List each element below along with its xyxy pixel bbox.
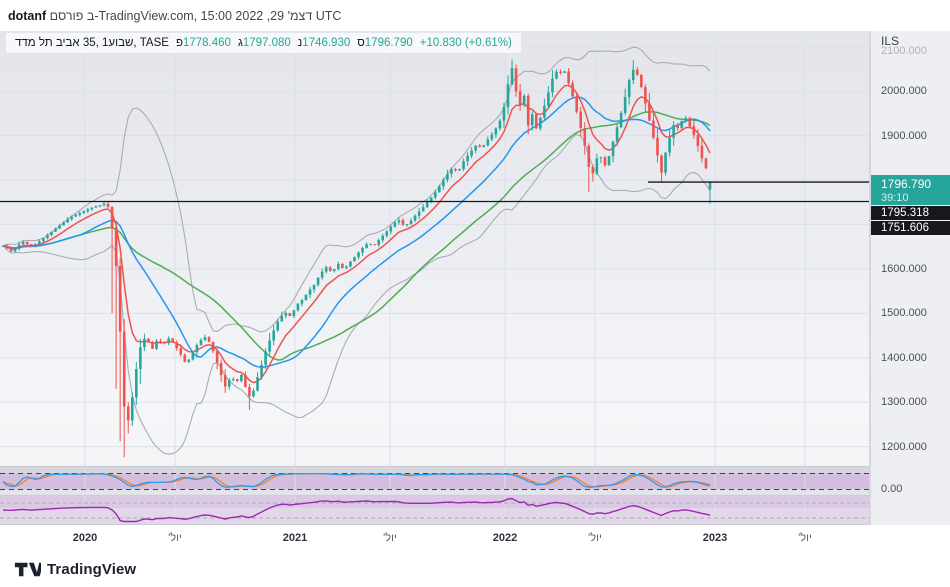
site-date-text: -TradingView.com, 15:00 2022 ,29 [94, 8, 288, 23]
month-text: דצמ'‏ [287, 8, 313, 23]
currency-label: ILS [881, 34, 900, 48]
chart-area[interactable]: מדד‎ תל‎ אביב‎ 35, 1שבוע‎, TASE פ 1778.46… [0, 31, 950, 552]
price-tick-label: 1300.000 [881, 396, 927, 408]
overlays [2, 46, 711, 455]
time-tick-label: 2020 [72, 532, 98, 544]
published-text: פורסם‎ ב‎ [49, 8, 95, 23]
candles [1, 59, 712, 458]
last-price-value: 1796.790 [881, 177, 932, 191]
price-tick-label: 0.00 [881, 483, 903, 495]
price-tick-label: 1900.000 [881, 130, 927, 142]
last-price-badge: 1796.790 39:10 [871, 175, 950, 205]
legend-bar: מדד‎ תל‎ אביב‎ 35, 1שבוע‎, TASE פ 1778.46… [5, 32, 522, 54]
chart-canvas[interactable] [0, 31, 950, 552]
price-axis[interactable]: ILS 2100.000 2000.000 1900.000 1600.000 1500… [870, 31, 950, 552]
time-tick-label: יול'‏ [588, 532, 602, 544]
bar-countdown: 39:10 [881, 192, 909, 204]
price-tick-label: 2000.000 [881, 85, 927, 97]
time-tick-label: יול'‏ [383, 532, 397, 544]
symbol-title: מדד‎ תל‎ אביב‎ 35, 1שבוע‎, TASE [15, 37, 169, 49]
tradingview-logo-icon[interactable] [14, 561, 41, 578]
utc-text: UTC [312, 8, 342, 23]
close-value: ס 1796.790 [357, 37, 413, 49]
low-value: נ 1746.930 [297, 37, 351, 49]
horizontal-line-price-badge: 1751.606 [871, 221, 950, 235]
grid [0, 31, 870, 524]
price-tick-label: 1500.000 [881, 307, 927, 319]
time-tick-label: 2023 [702, 532, 728, 544]
time-tick-label: 2021 [282, 532, 308, 544]
high-value: ג 1797.080 [237, 37, 291, 49]
tradingview-brand-text[interactable]: TradingView [47, 561, 137, 578]
author-name: dotanf [8, 8, 47, 23]
share-header: dotanf פורסם‎ ב‎ -TradingView.com, 15:00 … [0, 0, 950, 31]
time-tick-label: יול'‏ [168, 532, 182, 544]
horizontal-line-price-badge: 1795.318 [871, 206, 950, 220]
time-tick-label: יול'‏ [798, 532, 812, 544]
time-tick-label: 2022 [492, 532, 518, 544]
price-tick-label: 2100.000 [881, 45, 927, 57]
price-tick-label: 1400.000 [881, 352, 927, 364]
open-value: פ 1778.460 [175, 37, 231, 49]
price-tick-label: 1600.000 [881, 263, 927, 275]
time-axis[interactable]: 2020 יול'‏ 2021 יול'‏ 2022 יול'‏ 2023 יול'‏ [0, 525, 950, 552]
footer: TradingView [0, 552, 950, 587]
change-value: +10.830 (+0.61%) [419, 37, 512, 49]
price-tick-label: 1200.000 [881, 441, 927, 453]
